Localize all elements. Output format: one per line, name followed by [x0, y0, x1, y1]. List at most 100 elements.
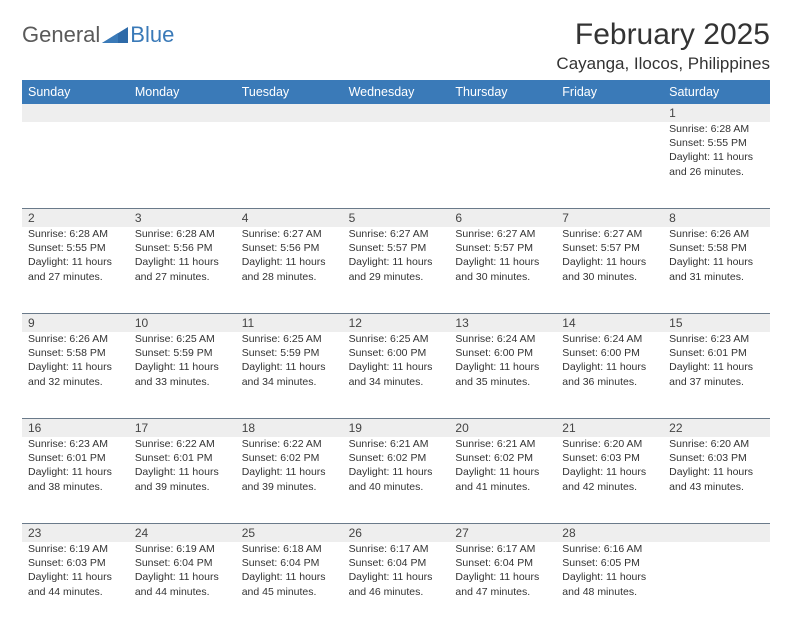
day-cell: Sunrise: 6:24 AMSunset: 6:00 PMDaylight:…: [449, 332, 556, 418]
weekday-header: Thursday: [449, 80, 556, 104]
day-number: 5: [343, 209, 450, 227]
day-number-row: 16171819202122: [22, 418, 770, 437]
sunrise-text: Sunrise: 6:25 AM: [349, 332, 444, 346]
sunset-text: Sunset: 5:57 PM: [562, 241, 657, 255]
daylight-text: Daylight: 11 hours and 30 minutes.: [455, 255, 550, 283]
sunrise-text: Sunrise: 6:28 AM: [669, 122, 764, 136]
day-cell: [663, 542, 770, 628]
weekday-header: Tuesday: [236, 80, 343, 104]
daylight-text: Daylight: 11 hours and 36 minutes.: [562, 360, 657, 388]
daylight-text: Daylight: 11 hours and 28 minutes.: [242, 255, 337, 283]
sunset-text: Sunset: 6:04 PM: [349, 556, 444, 570]
daylight-text: Daylight: 11 hours and 39 minutes.: [135, 465, 230, 493]
sunrise-text: Sunrise: 6:21 AM: [349, 437, 444, 451]
day-cell: Sunrise: 6:28 AMSunset: 5:55 PMDaylight:…: [663, 122, 770, 208]
day-cell: Sunrise: 6:20 AMSunset: 6:03 PMDaylight:…: [556, 437, 663, 523]
daylight-text: Daylight: 11 hours and 44 minutes.: [135, 570, 230, 598]
week-row: Sunrise: 6:23 AMSunset: 6:01 PMDaylight:…: [22, 437, 770, 523]
day-cell: Sunrise: 6:26 AMSunset: 5:58 PMDaylight:…: [22, 332, 129, 418]
day-number: [236, 104, 343, 122]
day-number: 2: [22, 209, 129, 227]
sunrise-text: Sunrise: 6:27 AM: [455, 227, 550, 241]
day-cell: Sunrise: 6:19 AMSunset: 6:04 PMDaylight:…: [129, 542, 236, 628]
daylight-text: Daylight: 11 hours and 32 minutes.: [28, 360, 123, 388]
sunset-text: Sunset: 6:01 PM: [135, 451, 230, 465]
day-cell: [343, 122, 450, 208]
sunrise-text: Sunrise: 6:18 AM: [242, 542, 337, 556]
day-number: 17: [129, 419, 236, 437]
sunset-text: Sunset: 6:01 PM: [669, 346, 764, 360]
logo-triangle-icon: [102, 25, 128, 45]
sunrise-text: Sunrise: 6:26 AM: [28, 332, 123, 346]
header-right: February 2025 Cayanga, Ilocos, Philippin…: [556, 18, 770, 74]
day-number: 1: [663, 104, 770, 122]
daylight-text: Daylight: 11 hours and 48 minutes.: [562, 570, 657, 598]
day-number: 13: [449, 314, 556, 332]
day-number: [343, 104, 450, 122]
weekday-header-row: Sunday Monday Tuesday Wednesday Thursday…: [22, 80, 770, 104]
sunset-text: Sunset: 5:57 PM: [455, 241, 550, 255]
day-number: 21: [556, 419, 663, 437]
location-text: Cayanga, Ilocos, Philippines: [556, 54, 770, 74]
daylight-text: Daylight: 11 hours and 33 minutes.: [135, 360, 230, 388]
sunset-text: Sunset: 6:02 PM: [242, 451, 337, 465]
daylight-text: Daylight: 11 hours and 39 minutes.: [242, 465, 337, 493]
daylight-text: Daylight: 11 hours and 27 minutes.: [135, 255, 230, 283]
day-number: 14: [556, 314, 663, 332]
sunrise-text: Sunrise: 6:28 AM: [135, 227, 230, 241]
sunrise-text: Sunrise: 6:16 AM: [562, 542, 657, 556]
day-cell: [129, 122, 236, 208]
sunset-text: Sunset: 6:04 PM: [135, 556, 230, 570]
day-cell: [556, 122, 663, 208]
weekday-header: Friday: [556, 80, 663, 104]
day-cell: Sunrise: 6:16 AMSunset: 6:05 PMDaylight:…: [556, 542, 663, 628]
day-number-row: 2345678: [22, 208, 770, 227]
day-number: 4: [236, 209, 343, 227]
week-row: Sunrise: 6:26 AMSunset: 5:58 PMDaylight:…: [22, 332, 770, 418]
sunrise-text: Sunrise: 6:19 AM: [28, 542, 123, 556]
weekday-header: Monday: [129, 80, 236, 104]
sunrise-text: Sunrise: 6:23 AM: [669, 332, 764, 346]
day-number: 15: [663, 314, 770, 332]
sunrise-text: Sunrise: 6:21 AM: [455, 437, 550, 451]
sunset-text: Sunset: 5:59 PM: [242, 346, 337, 360]
sunset-text: Sunset: 5:58 PM: [669, 241, 764, 255]
sunset-text: Sunset: 6:02 PM: [349, 451, 444, 465]
sunset-text: Sunset: 6:00 PM: [455, 346, 550, 360]
day-number: 10: [129, 314, 236, 332]
day-cell: Sunrise: 6:23 AMSunset: 6:01 PMDaylight:…: [663, 332, 770, 418]
daylight-text: Daylight: 11 hours and 38 minutes.: [28, 465, 123, 493]
daylight-text: Daylight: 11 hours and 30 minutes.: [562, 255, 657, 283]
day-cell: Sunrise: 6:25 AMSunset: 5:59 PMDaylight:…: [236, 332, 343, 418]
daylight-text: Daylight: 11 hours and 43 minutes.: [669, 465, 764, 493]
daylight-text: Daylight: 11 hours and 45 minutes.: [242, 570, 337, 598]
daylight-text: Daylight: 11 hours and 46 minutes.: [349, 570, 444, 598]
day-number: 9: [22, 314, 129, 332]
day-cell: [449, 122, 556, 208]
daylight-text: Daylight: 11 hours and 40 minutes.: [349, 465, 444, 493]
sunrise-text: Sunrise: 6:19 AM: [135, 542, 230, 556]
sunrise-text: Sunrise: 6:24 AM: [562, 332, 657, 346]
day-number: 26: [343, 524, 450, 542]
day-cell: Sunrise: 6:21 AMSunset: 6:02 PMDaylight:…: [343, 437, 450, 523]
sunset-text: Sunset: 6:04 PM: [242, 556, 337, 570]
sunrise-text: Sunrise: 6:27 AM: [562, 227, 657, 241]
weekday-header: Wednesday: [343, 80, 450, 104]
day-cell: Sunrise: 6:27 AMSunset: 5:57 PMDaylight:…: [556, 227, 663, 313]
sunrise-text: Sunrise: 6:22 AM: [135, 437, 230, 451]
daylight-text: Daylight: 11 hours and 37 minutes.: [669, 360, 764, 388]
day-cell: Sunrise: 6:22 AMSunset: 6:02 PMDaylight:…: [236, 437, 343, 523]
sunrise-text: Sunrise: 6:20 AM: [669, 437, 764, 451]
sunrise-text: Sunrise: 6:25 AM: [135, 332, 230, 346]
calendar-grid: Sunday Monday Tuesday Wednesday Thursday…: [22, 80, 770, 628]
day-cell: Sunrise: 6:24 AMSunset: 6:00 PMDaylight:…: [556, 332, 663, 418]
sunset-text: Sunset: 6:00 PM: [349, 346, 444, 360]
day-number: [556, 104, 663, 122]
sunset-text: Sunset: 6:02 PM: [455, 451, 550, 465]
logo-text-blue: Blue: [130, 22, 174, 48]
sunset-text: Sunset: 6:03 PM: [669, 451, 764, 465]
header-row: General Blue February 2025 Cayanga, Iloc…: [22, 18, 770, 74]
day-number-row: 9101112131415: [22, 313, 770, 332]
sunset-text: Sunset: 5:58 PM: [28, 346, 123, 360]
week-row: Sunrise: 6:28 AMSunset: 5:55 PMDaylight:…: [22, 227, 770, 313]
